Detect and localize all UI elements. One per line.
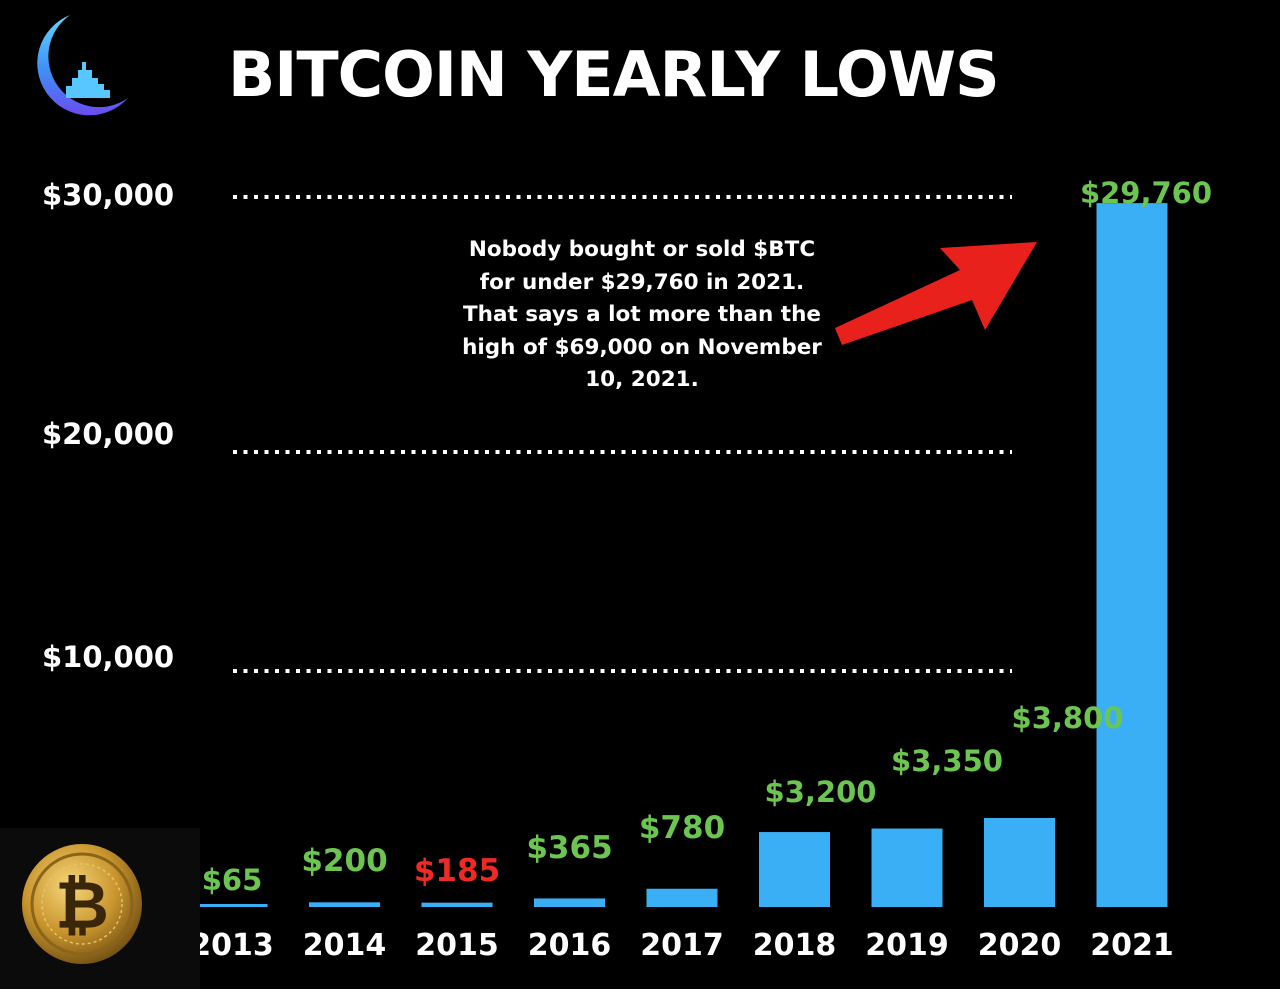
data-labels: $65 $200 $185 $365 $780 $3,200 $3,350 $3,800 $29… — [202, 176, 1212, 897]
x-tick-label: 2016 — [528, 928, 612, 963]
chart-title: BITCOIN YEARLY LOWS — [228, 38, 1000, 111]
bar — [196, 904, 268, 907]
data-label: $65 — [202, 863, 263, 897]
moon-city-logo-icon — [37, 15, 129, 116]
svg-text:₿: ₿ — [55, 867, 109, 944]
data-label: $3,200 — [765, 775, 877, 809]
data-label: $3,350 — [891, 744, 1003, 778]
x-tick-label: 2013 — [190, 928, 274, 963]
data-label: $185 — [414, 853, 500, 889]
y-tick-label: $10,000 — [42, 640, 174, 674]
red-arrow-icon — [835, 242, 1037, 345]
x-tick-label: 2015 — [415, 928, 499, 963]
x-tick-label: 2014 — [303, 928, 387, 963]
x-tick-label: 2020 — [978, 928, 1062, 963]
annotation-text: Nobody bought or sold $BTC for under $29… — [462, 237, 822, 392]
bar — [421, 902, 493, 907]
x-axis: 2013 2014 2015 2016 2017 2018 2019 2020 2021 — [190, 928, 1174, 963]
x-tick-label: 2021 — [1090, 928, 1174, 963]
y-tick-label: $20,000 — [42, 417, 174, 451]
bar — [1096, 203, 1168, 907]
data-label: $780 — [639, 810, 725, 846]
y-tick-label: $30,000 — [42, 178, 174, 212]
bar — [871, 828, 943, 907]
x-tick-label: 2019 — [865, 928, 949, 963]
data-label: $29,760 — [1080, 176, 1212, 210]
bar — [759, 832, 830, 907]
bar — [534, 898, 605, 907]
bars — [196, 203, 1168, 907]
data-label: $200 — [301, 843, 387, 879]
bar — [309, 902, 380, 907]
data-label: $3,800 — [1012, 701, 1124, 735]
bar — [646, 888, 718, 907]
x-tick-label: 2017 — [640, 928, 724, 963]
data-label: $365 — [526, 830, 612, 866]
bar — [984, 818, 1055, 907]
y-axis: $10,000 $20,000 $30,000 — [42, 178, 174, 674]
x-tick-label: 2018 — [753, 928, 837, 963]
bitcoin-coin-icon: ₿ — [0, 828, 200, 989]
gridlines — [233, 195, 1012, 673]
